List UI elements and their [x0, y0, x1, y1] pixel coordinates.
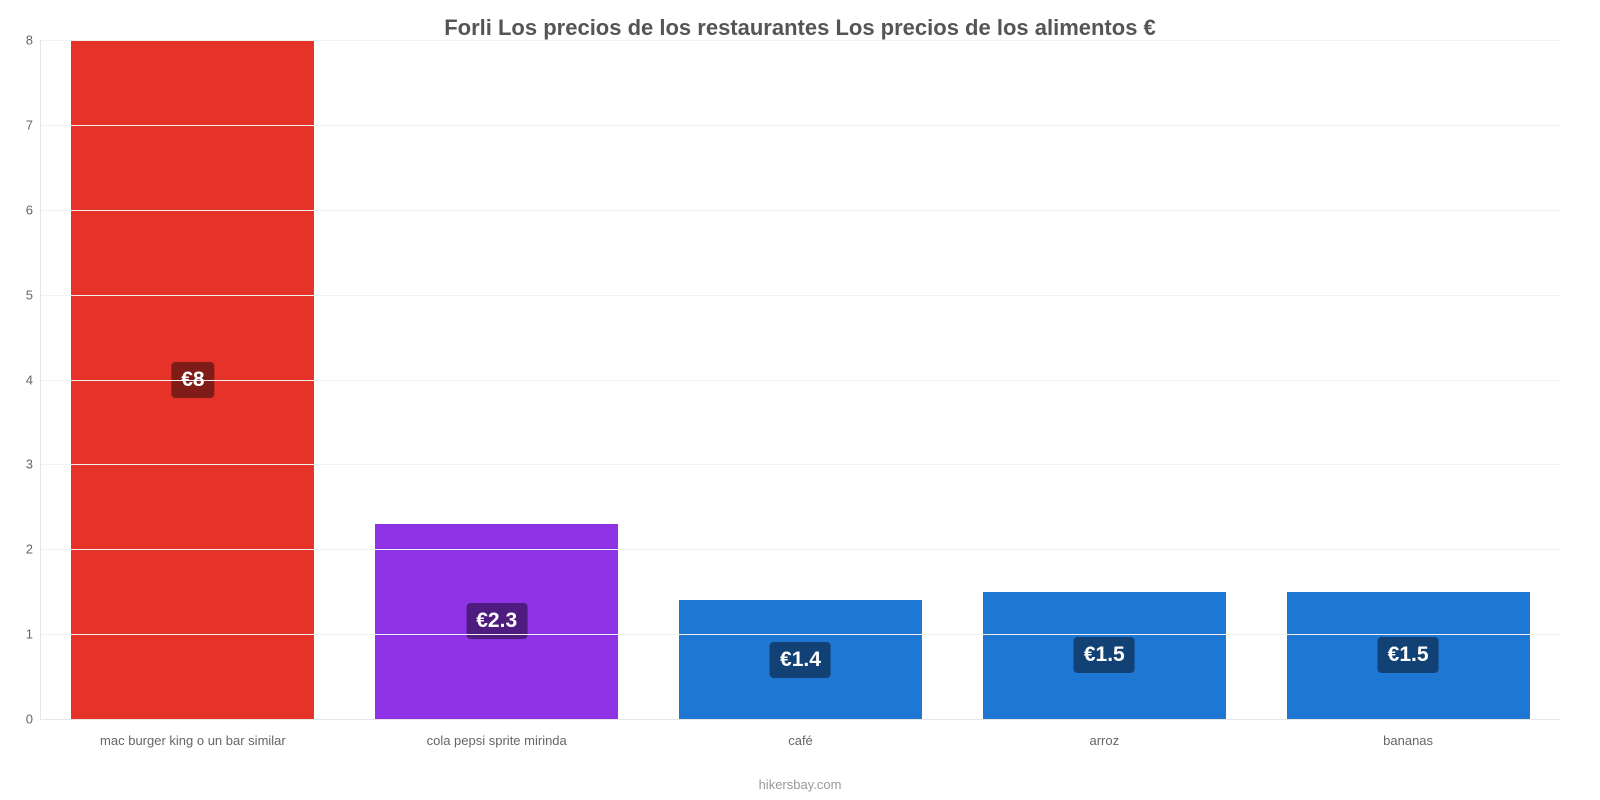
y-tick-label: 0 — [26, 712, 41, 727]
bar-value-label: €1.5 — [1378, 637, 1439, 673]
grid-line — [41, 380, 1560, 381]
bar: €2.3 — [375, 524, 618, 719]
plot-area: €8€2.3€1.4€1.5€1.5 012345678mac burger k… — [40, 40, 1560, 720]
bar-value-label: €1.4 — [770, 642, 831, 678]
y-tick-label: 7 — [26, 117, 41, 132]
y-tick-label: 3 — [26, 457, 41, 472]
x-tick-label: cola pepsi sprite mirinda — [427, 719, 567, 748]
chart-title: Forli Los precios de los restaurantes Lo… — [0, 15, 1600, 41]
grid-line — [41, 634, 1560, 635]
y-tick-label: 8 — [26, 33, 41, 48]
x-tick-label: arroz — [1089, 719, 1119, 748]
x-tick-label: mac burger king o un bar similar — [100, 719, 286, 748]
bar: €1.5 — [983, 592, 1226, 719]
bar: €1.5 — [1287, 592, 1530, 719]
grid-line — [41, 549, 1560, 550]
bar-value-label: €1.5 — [1074, 637, 1135, 673]
grid-line — [41, 295, 1560, 296]
grid-line — [41, 210, 1560, 211]
y-tick-label: 6 — [26, 202, 41, 217]
credit-text: hikersbay.com — [0, 777, 1600, 792]
grid-line — [41, 40, 1560, 41]
y-tick-label: 5 — [26, 287, 41, 302]
bar-chart: Forli Los precios de los restaurantes Lo… — [0, 0, 1600, 800]
x-tick-label: café — [788, 719, 813, 748]
y-tick-label: 1 — [26, 627, 41, 642]
x-tick-label: bananas — [1383, 719, 1433, 748]
grid-line — [41, 464, 1560, 465]
bar: €1.4 — [679, 600, 922, 719]
grid-line — [41, 125, 1560, 126]
y-tick-label: 2 — [26, 542, 41, 557]
y-tick-label: 4 — [26, 372, 41, 387]
